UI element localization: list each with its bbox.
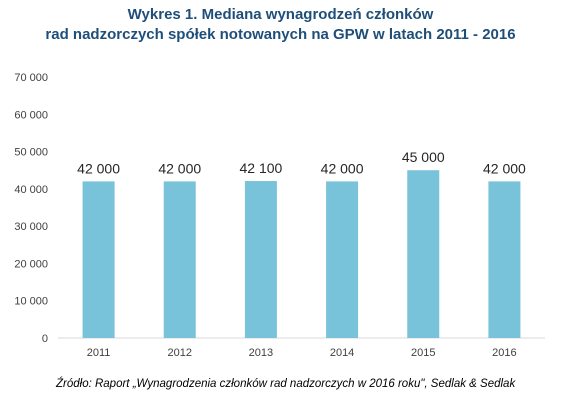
x-tick-label: 2011 — [87, 347, 111, 359]
data-label: 42 000 — [77, 160, 120, 176]
bar — [163, 181, 196, 338]
chart-subtitle: rad nadzorczych spółek notowanych na GPW… — [45, 26, 516, 43]
x-tick-label: 2012 — [168, 347, 192, 359]
y-tick-label: 70 000 — [14, 72, 48, 84]
y-tick-label: 20 000 — [14, 258, 48, 270]
data-label: 42 000 — [158, 160, 201, 176]
data-label: 42 000 — [483, 160, 526, 176]
x-tick-label: 2014 — [330, 347, 354, 359]
source-note: Źródło: Raport „Wynagrodzenia członków r… — [56, 378, 516, 390]
data-label: 45 000 — [402, 149, 445, 165]
bar — [407, 170, 440, 338]
y-tick-label: 50 000 — [14, 147, 48, 159]
bar — [326, 181, 359, 338]
data-label: 42 000 — [321, 160, 364, 176]
y-tick-label: 30 000 — [14, 221, 48, 233]
data-label: 42 100 — [240, 160, 283, 176]
y-tick-label: 10 000 — [14, 296, 48, 308]
x-tick-label: 2016 — [492, 347, 516, 359]
y-tick-label: 40 000 — [14, 184, 48, 196]
x-tick-label: 2015 — [411, 347, 435, 359]
y-tick-label: 60 000 — [14, 109, 48, 121]
x-tick-label: 2013 — [249, 347, 273, 359]
chart-title: Wykres 1. Mediana wynagrodzeń członków — [127, 6, 434, 23]
y-tick-label: 0 — [42, 333, 48, 345]
bar — [244, 181, 277, 338]
bar — [488, 181, 521, 338]
bar — [82, 181, 115, 338]
